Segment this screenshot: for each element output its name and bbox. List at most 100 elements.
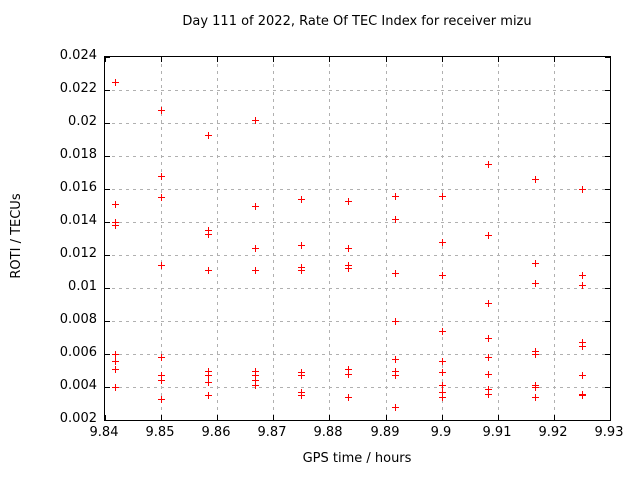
y-tick-label: 0.016 <box>59 180 97 195</box>
data-point <box>157 353 166 362</box>
y-tick-label: 0.004 <box>59 378 97 393</box>
x-gridline <box>498 57 499 420</box>
y-tick-mark <box>605 156 610 157</box>
data-point <box>344 264 353 273</box>
data-point <box>578 371 587 380</box>
data-point <box>111 365 120 374</box>
x-tick-mark <box>610 57 611 62</box>
x-tick-label: 9.92 <box>538 425 568 440</box>
y-tick-mark <box>605 288 610 289</box>
y-tick-mark <box>105 222 110 223</box>
x-tick-label: 9.86 <box>201 425 231 440</box>
x-tick-label: 9.93 <box>594 425 624 440</box>
data-point <box>297 241 306 250</box>
data-point <box>111 350 120 359</box>
x-gridline <box>217 57 218 420</box>
x-gridline <box>386 57 387 420</box>
x-tick-mark <box>386 57 387 62</box>
data-point <box>204 266 213 275</box>
data-point <box>531 259 540 268</box>
y-gridline <box>105 123 610 124</box>
y-tick-mark <box>605 255 610 256</box>
data-point <box>157 395 166 404</box>
y-gridline <box>105 255 610 256</box>
x-tick-label: 9.85 <box>145 425 175 440</box>
data-point <box>391 355 400 364</box>
data-point <box>438 271 447 280</box>
data-point <box>157 106 166 115</box>
data-point <box>438 393 447 402</box>
x-tick-mark <box>610 415 611 420</box>
data-point <box>531 350 540 359</box>
y-gridline <box>105 222 610 223</box>
data-point <box>438 381 447 390</box>
y-tick-mark <box>105 420 110 421</box>
data-point <box>251 244 260 253</box>
y-tick-label: 0.022 <box>59 81 97 96</box>
data-point <box>484 385 493 394</box>
y-tick-label: 0.018 <box>59 147 97 162</box>
y-gridline <box>105 321 610 322</box>
y-tick-label: 0.01 <box>68 279 97 294</box>
y-tick-mark <box>105 255 110 256</box>
y-tick-label: 0.014 <box>59 213 97 228</box>
x-tick-label: 9.91 <box>482 425 512 440</box>
x-gridline <box>554 57 555 420</box>
y-tick-mark <box>105 288 110 289</box>
data-point <box>484 353 493 362</box>
data-point <box>204 131 213 140</box>
data-point <box>251 116 260 125</box>
data-point <box>438 388 447 397</box>
x-tick-mark <box>273 415 274 420</box>
data-point <box>484 160 493 169</box>
y-tick-mark <box>105 57 110 58</box>
data-point <box>438 192 447 201</box>
data-point <box>297 266 306 275</box>
data-point <box>297 195 306 204</box>
data-point <box>484 390 493 399</box>
x-tick-mark <box>161 415 162 420</box>
data-point <box>157 172 166 181</box>
x-tick-label: 9.84 <box>89 425 119 440</box>
x-tick-mark <box>554 415 555 420</box>
data-point <box>391 367 400 376</box>
data-point <box>484 231 493 240</box>
data-point <box>111 357 120 366</box>
data-point <box>344 370 353 379</box>
data-point <box>578 338 587 347</box>
data-point <box>344 393 353 402</box>
data-point <box>484 370 493 379</box>
data-point <box>531 383 540 392</box>
data-point <box>578 271 587 280</box>
x-tick-mark <box>329 415 330 420</box>
x-tick-mark <box>498 57 499 62</box>
y-gridline <box>105 288 610 289</box>
data-point <box>391 403 400 412</box>
x-tick-mark <box>442 57 443 62</box>
y-tick-mark <box>605 57 610 58</box>
x-tick-label: 9.88 <box>313 425 343 440</box>
data-point <box>251 367 260 376</box>
data-point <box>344 197 353 206</box>
x-tick-label: 9.89 <box>370 425 400 440</box>
y-tick-mark <box>605 420 610 421</box>
y-axis-title: ROTI / TECUs <box>9 193 24 279</box>
data-point <box>111 200 120 209</box>
y-tick-mark <box>105 90 110 91</box>
x-gridline <box>442 57 443 420</box>
x-tick-mark <box>273 57 274 62</box>
data-point <box>251 202 260 211</box>
x-gridline <box>329 57 330 420</box>
y-tick-mark <box>105 123 110 124</box>
plot-area <box>104 56 611 421</box>
data-point <box>484 299 493 308</box>
y-gridline <box>105 354 610 355</box>
data-point <box>251 381 260 390</box>
x-tick-label: 9.9 <box>430 425 452 440</box>
data-point <box>391 215 400 224</box>
data-point <box>391 192 400 201</box>
data-point <box>344 365 353 374</box>
data-point <box>204 230 213 239</box>
y-tick-mark <box>605 354 610 355</box>
data-point <box>438 238 447 247</box>
